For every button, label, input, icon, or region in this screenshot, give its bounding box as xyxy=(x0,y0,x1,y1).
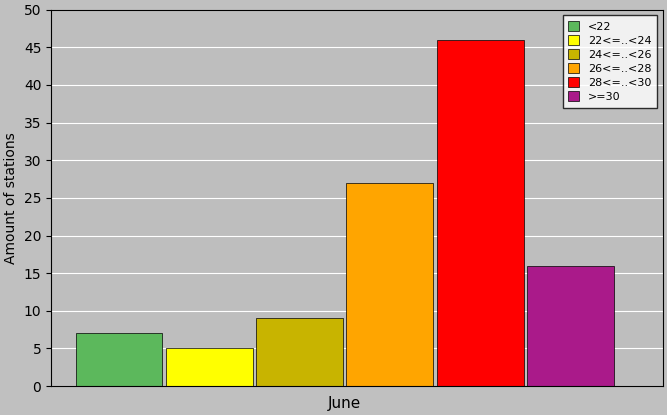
Bar xyxy=(437,40,524,386)
Bar xyxy=(256,318,343,386)
Bar xyxy=(346,183,434,386)
Legend: <22, 22<=..<24, 24<=..<26, 26<=..<28, 28<=..<30, >=30: <22, 22<=..<24, 24<=..<26, 26<=..<28, 28… xyxy=(562,15,657,107)
Bar xyxy=(527,266,614,386)
Y-axis label: Amount of stations: Amount of stations xyxy=(4,132,18,264)
Bar xyxy=(166,349,253,386)
Bar xyxy=(75,333,162,386)
